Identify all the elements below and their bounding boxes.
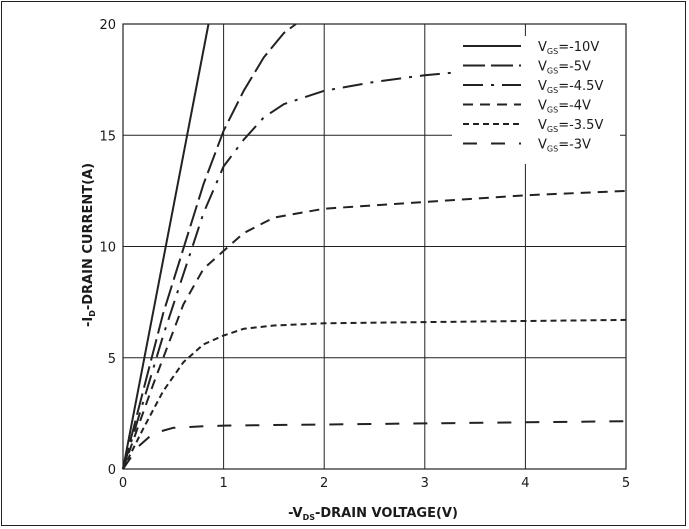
series-line-3 bbox=[122, 69, 476, 470]
x-tick-label: 1 bbox=[219, 476, 227, 491]
tick-labels: 0 1 2 3 4 5 0 5 10 15 20 bbox=[99, 18, 630, 491]
x-tick-label: 3 bbox=[421, 476, 429, 491]
legend-entry: VGS=-5V bbox=[538, 60, 591, 76]
y-tick-label: 15 bbox=[99, 129, 116, 144]
series-line-2 bbox=[122, 23, 297, 470]
y-tick-label: 0 bbox=[108, 463, 116, 478]
legend-entry: VGS=-3V bbox=[538, 138, 591, 154]
legend-entry: VGS=-4V bbox=[538, 99, 591, 115]
legend-background bbox=[452, 36, 620, 164]
legend-entry: VGS=-4.5V bbox=[538, 79, 603, 95]
x-axis-label: -VDS-DRAIN VOLTAGE(V) bbox=[288, 506, 458, 522]
series-curves bbox=[122, 23, 627, 470]
x-tick-label: 0 bbox=[119, 476, 127, 491]
x-tick-label: 5 bbox=[622, 476, 630, 491]
x-tick-label: 4 bbox=[521, 476, 529, 491]
legend: VGS=-10V VGS=-5V VGS=-4.5V VGS=-4V VGS=-3.5V… bbox=[452, 36, 620, 164]
y-tick-label: 20 bbox=[99, 18, 116, 33]
series-line-6 bbox=[122, 420, 627, 470]
y-tick-label: 5 bbox=[108, 352, 116, 367]
y-axis-label: -ID-DRAIN CURRENT(A) bbox=[81, 163, 97, 327]
x-tick-label: 2 bbox=[320, 476, 328, 491]
legend-entry: VGS=-3.5V bbox=[538, 118, 603, 134]
series-line-5 bbox=[122, 318, 627, 470]
series-line-1 bbox=[122, 23, 210, 470]
legend-entry: VGS=-10V bbox=[538, 40, 599, 56]
y-tick-label: 10 bbox=[99, 241, 116, 256]
